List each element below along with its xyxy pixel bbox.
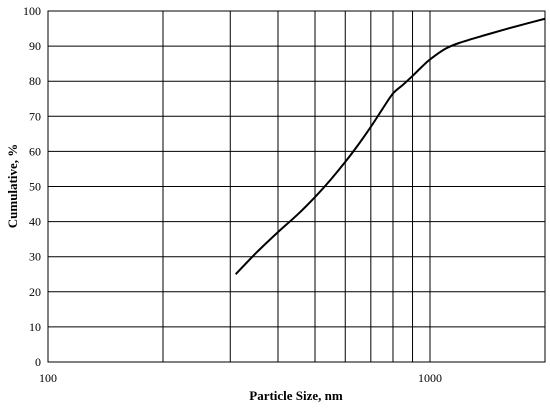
y-tick-label: 60 [29, 144, 41, 158]
x-tick-label: 1000 [418, 371, 442, 385]
y-tick-label: 10 [29, 320, 41, 334]
y-tick-label: 100 [23, 4, 41, 18]
gridlines [48, 10, 545, 363]
series-layer [234, 17, 546, 275]
y-tick-label: 30 [29, 250, 41, 264]
y-axis-title: Cumulative, % [5, 144, 20, 229]
tick-labels: 0 10 20 30 40 50 60 70 80 90 100 100 1000 [23, 4, 442, 385]
plot-frame [47, 10, 546, 363]
x-axis-title: Particle Size, nm [249, 388, 343, 403]
y-tick-label: 80 [29, 74, 41, 88]
y-tick-label: 40 [29, 215, 41, 229]
y-tick-label: 20 [29, 285, 41, 299]
cumulative-curve [234, 17, 546, 275]
y-tick-label: 0 [35, 355, 41, 369]
y-tick-label: 50 [29, 180, 41, 194]
x-tick-label: 100 [39, 371, 57, 385]
y-tick-label: 70 [29, 109, 41, 123]
y-tick-label: 90 [29, 39, 41, 53]
